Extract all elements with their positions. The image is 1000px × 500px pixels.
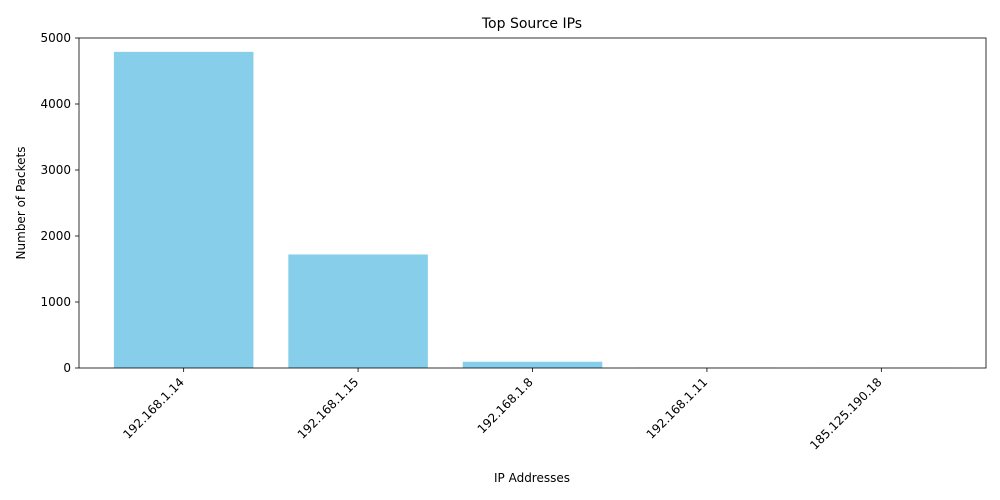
y-axis-ticks: 0 1000 2000 3000 4000 5000 xyxy=(40,31,79,375)
x-tick-label: 192.168.1.11 xyxy=(644,375,711,442)
plot-frame xyxy=(78,37,987,369)
x-tick-label: 192.168.1.14 xyxy=(120,375,187,442)
bars-group xyxy=(113,51,952,369)
y-tick-label: 5000 xyxy=(40,31,71,45)
plot-area xyxy=(78,37,987,369)
chart-title: Top Source IPs xyxy=(481,16,582,32)
x-axis-ticks: 192.168.1.14 192.168.1.15 192.168.1.8 192.1… xyxy=(120,368,885,452)
y-tick-label: 0 xyxy=(63,361,71,375)
bar-192-168-1-15 xyxy=(288,254,428,368)
y-tick-label: 1000 xyxy=(40,295,71,309)
x-tick-label: 192.168.1.8 xyxy=(475,375,536,436)
x-tick-label: 192.168.1.15 xyxy=(295,375,362,442)
x-axis-label: IP Addresses xyxy=(494,471,570,485)
x-tick-label: 185.125.190.18 xyxy=(807,375,884,452)
bar-192-168-1-8 xyxy=(462,361,603,368)
y-tick-label: 2000 xyxy=(40,229,71,243)
bar-192-168-1-14 xyxy=(113,51,254,369)
y-tick-label: 3000 xyxy=(40,163,71,177)
y-tick-label: 4000 xyxy=(40,97,71,111)
y-axis-label: Number of Packets xyxy=(14,147,28,260)
